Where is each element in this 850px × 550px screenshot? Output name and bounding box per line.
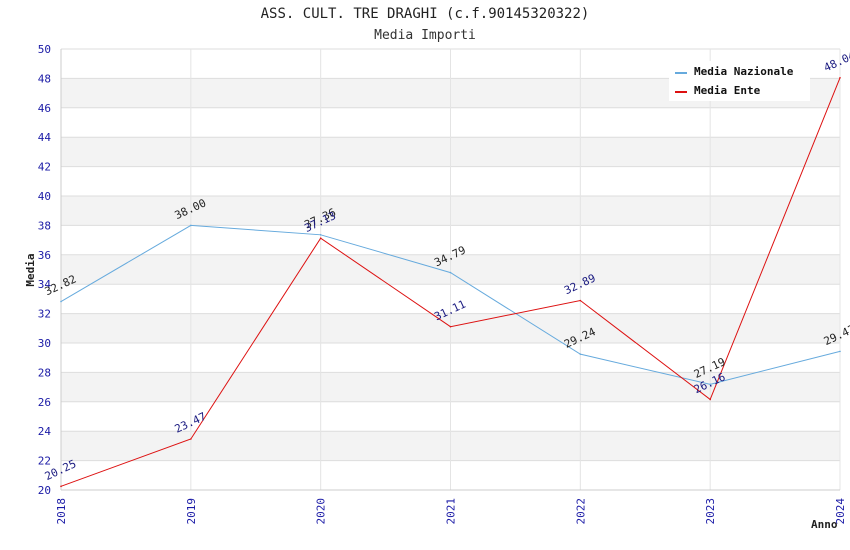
x-tick-label: 2018 — [55, 498, 68, 525]
chart-title: ASS. CULT. TRE DRAGHI (c.f.90145320322) — [261, 6, 590, 22]
x-tick-label: 2020 — [315, 498, 328, 525]
y-tick-label: 44 — [38, 131, 52, 144]
y-tick-label: 26 — [38, 396, 51, 409]
y-tick-label: 22 — [38, 455, 51, 468]
data-point — [839, 350, 841, 353]
data-point — [449, 325, 452, 328]
y-tick-label: 40 — [38, 190, 51, 203]
y-tick-label: 28 — [38, 366, 51, 379]
y-tick-label: 36 — [38, 249, 51, 262]
data-point — [319, 237, 322, 239]
x-tick-label: 2023 — [704, 498, 717, 525]
data-point — [839, 77, 841, 79]
data-point — [190, 438, 192, 440]
y-tick-label: 30 — [38, 337, 51, 350]
data-point — [60, 300, 62, 303]
y-tick-label: 34 — [38, 278, 52, 291]
gridlines — [60, 48, 841, 490]
legend-entry: Media Ente — [694, 84, 761, 97]
y-tick-labels: 20 22 24 26 28 30 32 34 36 38 40 42 44 46 48 50 — [38, 43, 52, 497]
y-tick-label: 48 — [38, 72, 51, 85]
y-tick-label: 24 — [38, 425, 52, 438]
y-tick-label: 38 — [38, 219, 51, 232]
y-tick-label: 32 — [38, 308, 51, 321]
y-tick-label: 50 — [38, 43, 51, 56]
legend-box — [669, 61, 810, 101]
x-tick-labels: 2018 2019 2020 2021 2022 2023 2024 — [55, 498, 847, 525]
data-point — [449, 271, 452, 274]
data-point — [190, 224, 192, 227]
x-tick-label: 2024 — [834, 498, 847, 525]
data-point — [579, 353, 582, 355]
data-label: 48.04 — [822, 49, 850, 75]
data-point — [319, 234, 322, 236]
y-tick-label: 20 — [38, 484, 51, 497]
legend-entry: Media Nazionale — [694, 65, 794, 78]
x-tick-label: 2021 — [445, 498, 458, 525]
legend: Media Nazionale Media Ente — [669, 61, 810, 101]
y-tick-label: 46 — [38, 102, 51, 115]
x-tick-label: 2022 — [574, 498, 587, 525]
x-tick-label: 2019 — [185, 498, 198, 525]
data-point — [579, 299, 582, 302]
data-point — [709, 398, 711, 401]
data-point — [60, 485, 62, 488]
data-point — [709, 383, 711, 386]
chart-subtitle: Media Importi — [374, 28, 476, 43]
y-axis-label: Media — [24, 253, 37, 286]
series-lines — [60, 77, 841, 488]
x-axis-label: Anno — [811, 518, 838, 531]
y-tick-label: 42 — [38, 161, 51, 174]
